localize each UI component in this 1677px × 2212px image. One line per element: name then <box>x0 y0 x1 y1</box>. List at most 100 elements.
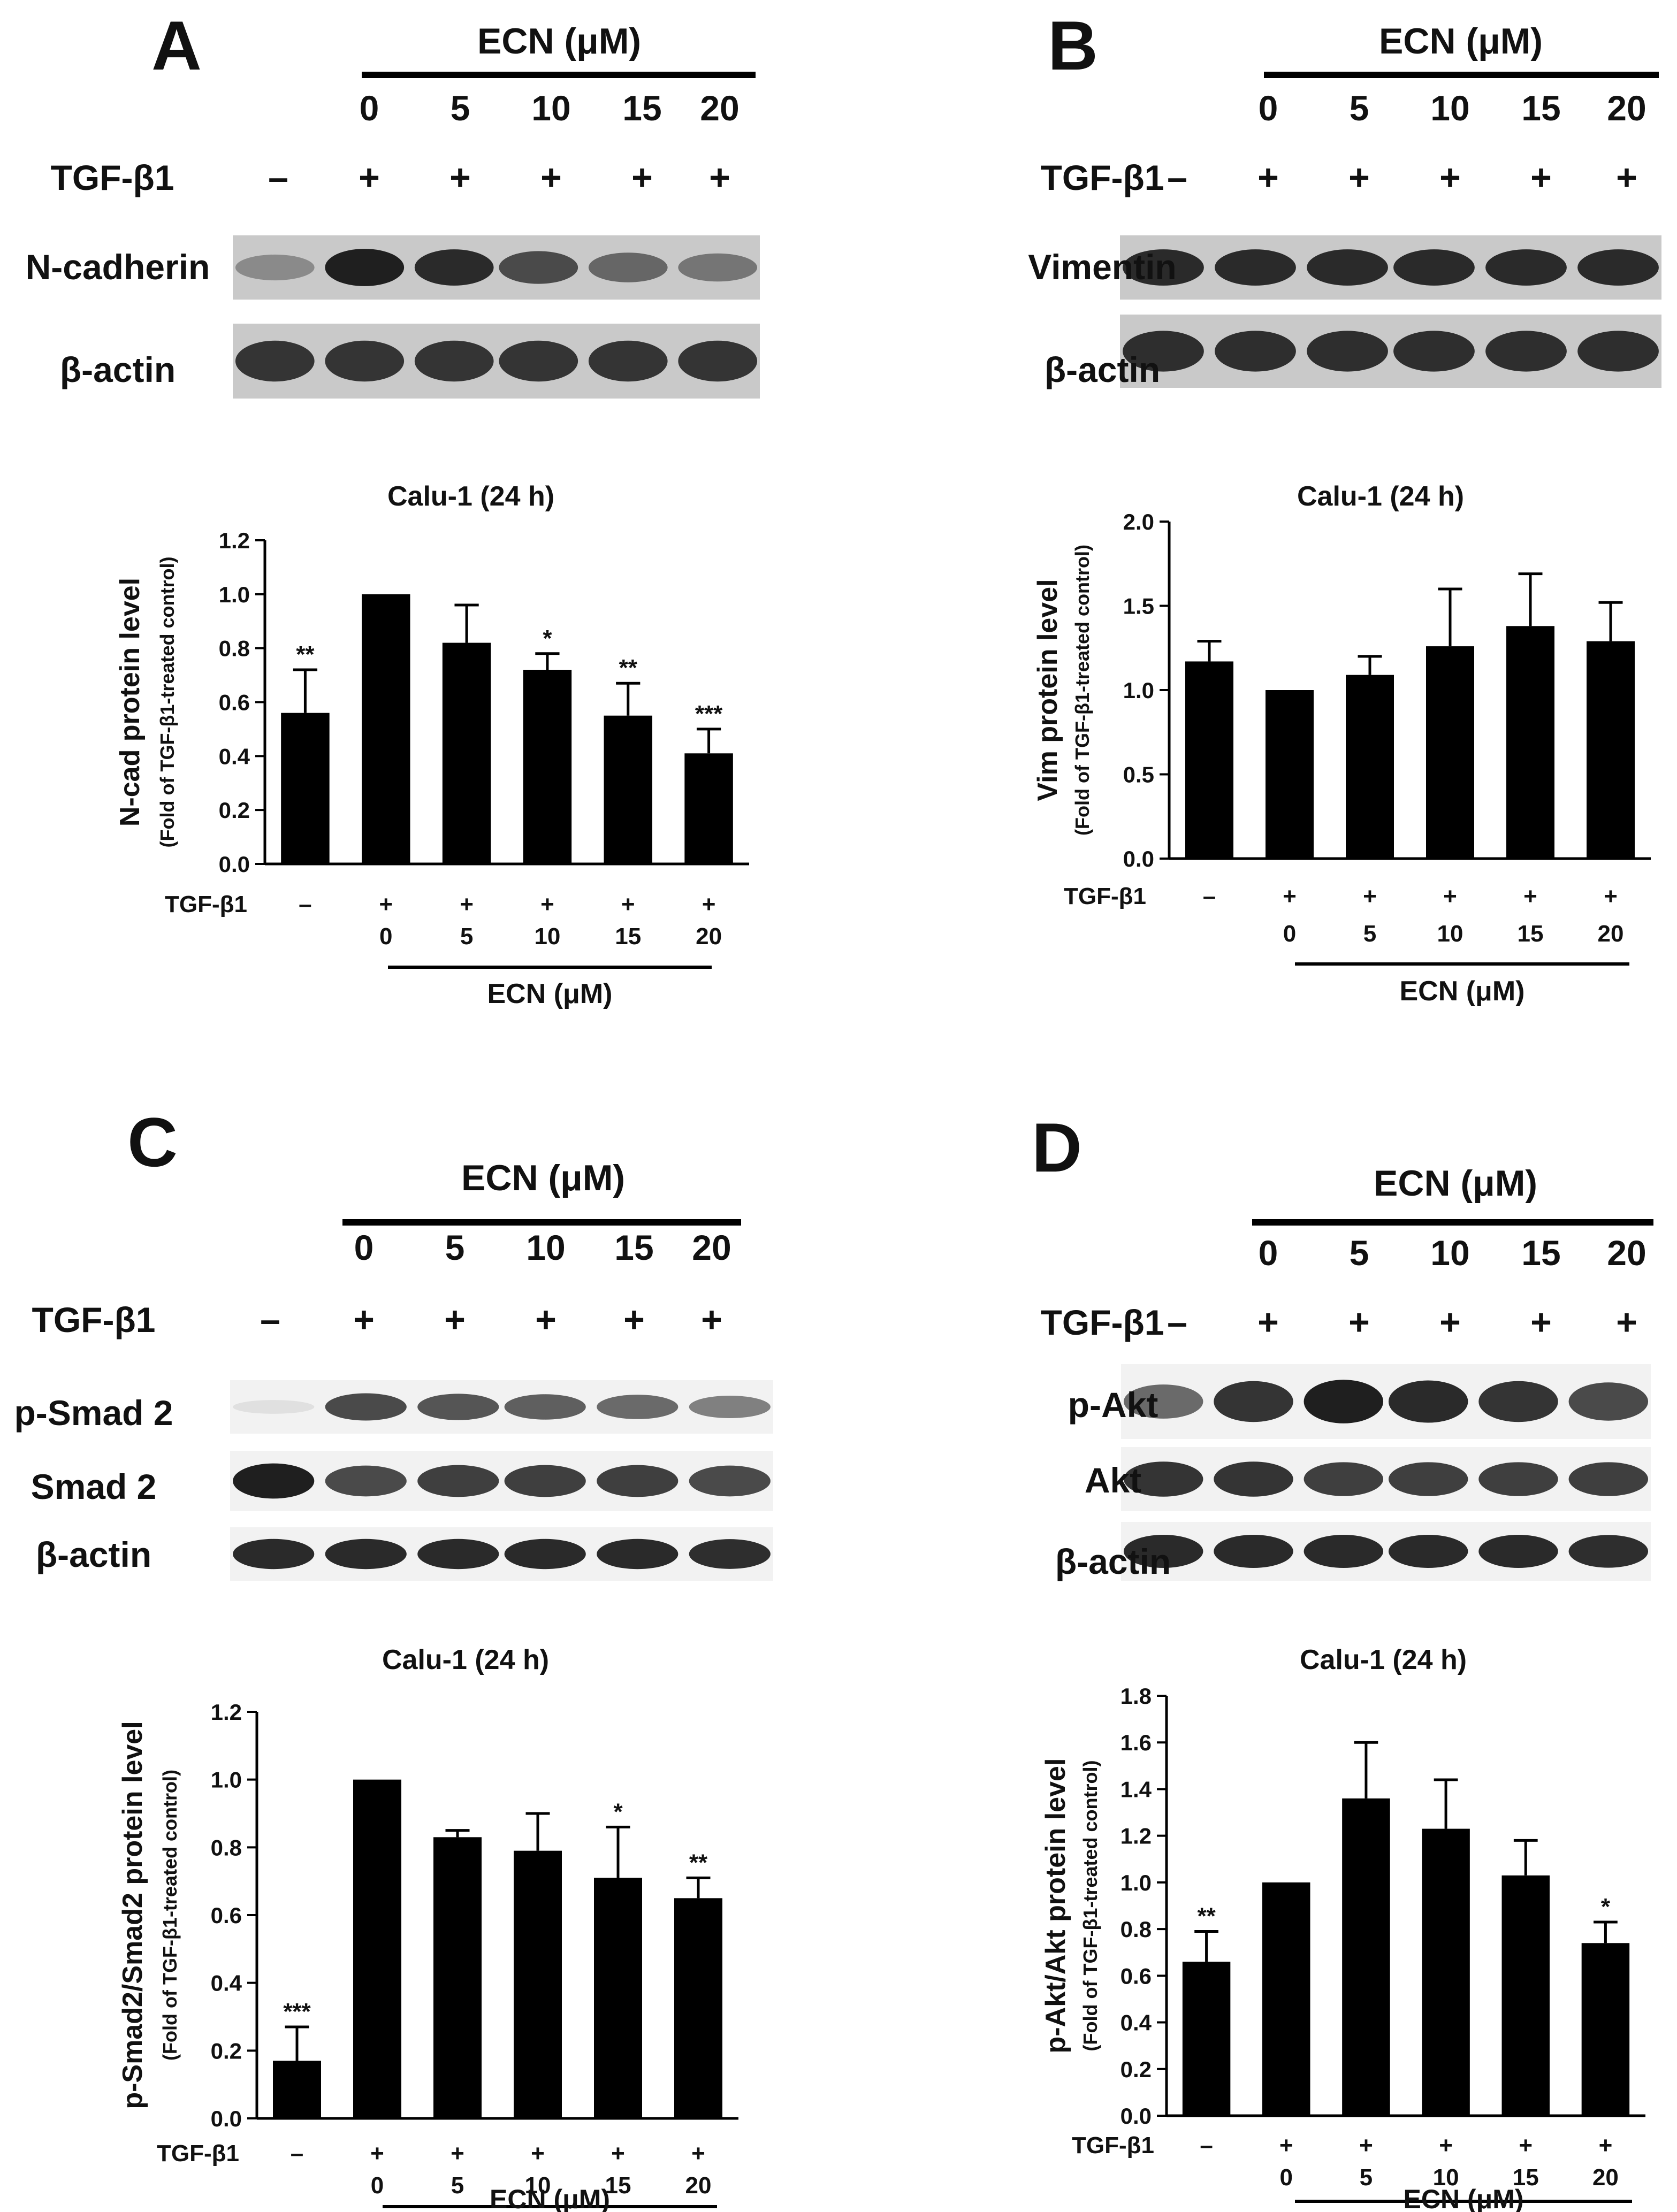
blot-band <box>1123 249 1204 286</box>
tgf-plus: + <box>1348 157 1370 198</box>
tgf-plus: + <box>1439 2132 1453 2159</box>
dose-header: ECN (μM) <box>461 1158 625 1198</box>
blot-band <box>1123 1384 1203 1419</box>
blot-label: p-Smad 2 <box>14 1393 173 1433</box>
dose-label: 15 <box>622 88 661 128</box>
bar <box>523 670 572 864</box>
tgf-label: TGF-β1 <box>32 1300 156 1340</box>
x-category-label: 10 <box>1433 2164 1459 2191</box>
dose-label: 0 <box>1259 1233 1278 1273</box>
tgf-plus: + <box>1519 2132 1533 2159</box>
blot-strip <box>1121 1364 1651 1439</box>
tgf-label: TGF-β1 <box>51 158 174 197</box>
panel-letter: D <box>1032 1108 1082 1187</box>
blot-band <box>1388 1462 1468 1496</box>
bar <box>594 1878 642 2118</box>
y-tick-label: 0.4 <box>1120 2010 1152 2035</box>
blot-band <box>1215 249 1296 286</box>
blot-strip <box>233 235 760 300</box>
bar <box>684 753 733 864</box>
y-tick-label: 0.0 <box>211 2106 242 2131</box>
x-axis-label: ECN (μM) <box>487 978 613 1009</box>
blot-band <box>1568 1535 1649 1568</box>
y-tick-label: 0.0 <box>1123 846 1154 871</box>
blot-band <box>325 1465 407 1497</box>
tgf-plus: + <box>460 891 474 917</box>
bar <box>1185 661 1233 859</box>
x-category-label: 10 <box>525 2172 551 2199</box>
blot-band <box>233 1400 315 1414</box>
blot-band <box>414 340 494 382</box>
tgf-plus: + <box>1283 883 1297 909</box>
blot-panel-a: A ECN (μM) 0 5 10 15 20 TGF-β1 – + + + + + N-cadherin β… <box>26 6 760 399</box>
tgf-minus: – <box>1203 883 1216 909</box>
dose-label: 20 <box>1607 1233 1646 1273</box>
tgf-plus: + <box>1530 157 1552 198</box>
dose-label: 20 <box>1607 88 1646 128</box>
x-category-label: 5 <box>1363 921 1376 947</box>
y-tick-label: 1.0 <box>211 1767 242 1793</box>
x-category-label: 20 <box>696 923 722 950</box>
y-tick-label: 1.5 <box>1123 594 1154 619</box>
chart-c: Calu-1 (24 h) 0.0 0.2 0.4 0.6 0.8 1.0 1.2 p-Smad… <box>117 1644 738 2208</box>
blot-band <box>689 1396 771 1418</box>
tgf-plus: + <box>1530 1302 1552 1343</box>
y-axis-label: p-Akt/Akt protein level <box>1040 1758 1071 2054</box>
y-tick-label: 0.6 <box>1120 1963 1152 1988</box>
chart-b: Calu-1 (24 h) 0.0 0.5 1.0 1.5 2.0 Vim protein … <box>1032 481 1651 1007</box>
tgf-plus: + <box>1279 2132 1293 2159</box>
bar <box>1587 641 1635 859</box>
blot-band <box>597 1395 679 1419</box>
blot-label: β-actin <box>1045 350 1160 389</box>
blot-band <box>678 253 758 282</box>
tgf-plus: + <box>1523 883 1537 909</box>
y-tick-label: 0.5 <box>1123 762 1154 787</box>
tgf-plus: + <box>359 157 380 198</box>
tgf-plus: + <box>1616 157 1637 198</box>
bar <box>604 715 652 864</box>
bar <box>1342 1798 1390 2116</box>
bar <box>1346 675 1394 859</box>
bar <box>674 1898 722 2118</box>
tgf-label: TGF-β1 <box>165 891 247 917</box>
y-tick-label: 0.4 <box>219 744 250 769</box>
dose-label: 0 <box>1259 88 1278 128</box>
tgf-plus: + <box>449 157 471 198</box>
blot-label: β-actin <box>1055 1542 1171 1581</box>
y-tick-label: 0.2 <box>219 798 250 823</box>
x-category-label: 5 <box>460 923 473 950</box>
blot-band <box>1307 331 1388 372</box>
tgf-plus: + <box>1439 157 1461 198</box>
blot-strip <box>230 1451 773 1511</box>
x-category-label: 15 <box>615 923 641 950</box>
tgf-plus: + <box>1359 2132 1373 2159</box>
blot-band <box>499 340 578 382</box>
y-axis-sublabel: (Fold of TGF-β1-treated control) <box>1079 1761 1101 2052</box>
tgf-plus: + <box>1348 1302 1370 1343</box>
bar <box>1426 646 1474 859</box>
y-axis-label: N-cad protein level <box>115 578 146 826</box>
tgf-plus: + <box>1257 1302 1279 1343</box>
blot-band <box>504 1465 586 1497</box>
blot-band <box>1485 249 1567 286</box>
blot-band <box>235 254 315 281</box>
bar <box>1266 690 1314 859</box>
blot-strip <box>1120 315 1661 388</box>
blot-band <box>235 340 315 382</box>
x-category-label: 20 <box>685 2172 712 2199</box>
blot-band <box>588 252 668 282</box>
chart-a: Calu-1 (24 h) 0.0 0.2 0.4 0.6 0.8 1.0 1.2 N-cad … <box>115 481 749 1009</box>
y-tick-label: 1.2 <box>219 528 250 553</box>
tgf-minus: – <box>1167 1302 1187 1343</box>
blot-band <box>689 1539 771 1569</box>
tgf-minus: – <box>291 2140 303 2167</box>
significance-mark: ** <box>1197 1903 1216 1929</box>
x-axis-label: ECN (μM) <box>490 2184 610 2212</box>
blot-band <box>1393 249 1475 286</box>
x-axis-label: ECN (μM) <box>1400 976 1525 1007</box>
y-tick-label: 0.2 <box>211 2038 242 2063</box>
blot-band <box>1577 249 1659 286</box>
bar <box>442 642 491 864</box>
tgf-plus: + <box>444 1299 466 1340</box>
dose-label: 5 <box>1350 1233 1369 1273</box>
